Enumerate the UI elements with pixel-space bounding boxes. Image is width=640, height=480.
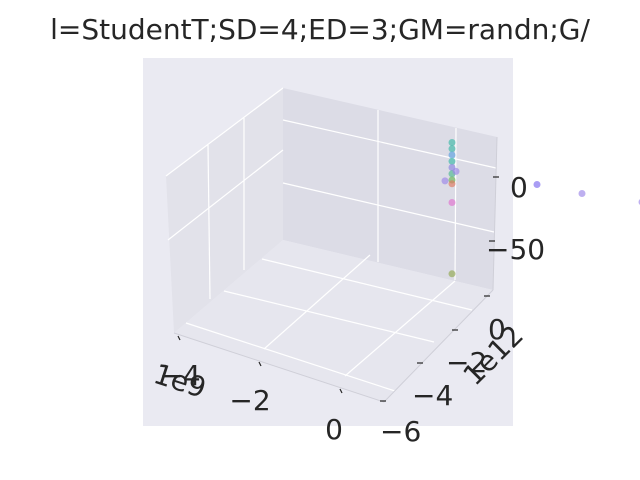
y-tick-label: −4	[412, 379, 453, 412]
data-point	[533, 181, 541, 188]
data-point	[441, 177, 449, 185]
data-point	[448, 139, 456, 146]
x-tick-labels: −4 −2 0	[159, 359, 343, 446]
y-tick-labels: −6 −4 −2 0	[380, 313, 506, 448]
pane-floor	[174, 240, 493, 402]
axis-lines	[173, 136, 498, 403]
x-tick-label: −2	[229, 384, 270, 417]
pane-back	[283, 88, 497, 290]
chart-title: l=StudentT;SD=4;ED=3;GM=randn;G/	[50, 13, 590, 46]
grid-lines	[165, 87, 497, 392]
data-point	[452, 167, 460, 175]
tick-marks	[177, 176, 499, 402]
y-tick-label: −2	[446, 346, 487, 379]
x-tick-label: −4	[159, 359, 200, 392]
data-point	[448, 199, 456, 206]
z-tick-labels: −50 0	[486, 171, 545, 266]
data-point	[448, 180, 456, 188]
data-point	[448, 270, 456, 278]
x-tick-label: 0	[325, 413, 343, 446]
data-point	[448, 145, 456, 153]
y-tick-label: 0	[488, 313, 506, 346]
z-tick-label: −50	[486, 233, 545, 266]
z-tick-label: 0	[510, 171, 528, 204]
scatter-points	[441, 139, 640, 278]
pane-left	[166, 88, 283, 333]
y-tick-label: −6	[380, 415, 421, 448]
data-point	[448, 151, 456, 159]
data-point	[448, 157, 456, 165]
data-point	[578, 190, 586, 197]
